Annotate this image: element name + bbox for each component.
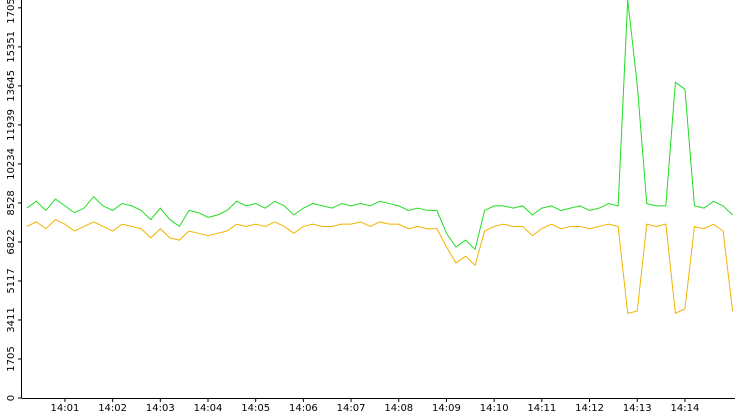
x-tick-label: 14:12 (575, 403, 604, 414)
y-tick-label: 5117 (6, 268, 17, 293)
x-tick-label: 14:13 (623, 403, 652, 414)
series-line (26, 0, 733, 251)
x-tick-label: 14:14 (671, 403, 700, 414)
x-tick-label: 14:07 (337, 403, 366, 414)
y-tick-label: 8528 (6, 190, 17, 215)
y-tick-label: 0 (6, 395, 17, 401)
plot-area (26, 0, 734, 315)
x-tick-label: 14:06 (289, 403, 318, 414)
y-tick-label: 13645 (6, 70, 17, 102)
y-tick-label: 17057 (6, 0, 17, 24)
x-tick-label: 14:10 (480, 403, 509, 414)
y-tick-label: 3411 (6, 307, 17, 332)
x-tick-label: 14:03 (146, 403, 175, 414)
x-tick-label: 14:04 (194, 403, 223, 414)
x-tick-label: 14:08 (384, 403, 413, 414)
y-tick-label: 6822 (6, 229, 17, 254)
y-tick-label: 15351 (6, 31, 17, 63)
y-tick-label: 10234 (6, 148, 17, 180)
x-tick-label: 14:05 (241, 403, 270, 414)
x-tick-label: 14:11 (527, 403, 556, 414)
x-tick-label: 14:02 (98, 403, 127, 414)
y-tick-label: 11939 (6, 109, 17, 141)
x-tick-label: 14:01 (51, 403, 80, 414)
x-tick-label: 14:09 (432, 403, 461, 414)
y-tick-label: 1705 (6, 346, 17, 371)
series-line (26, 218, 734, 315)
